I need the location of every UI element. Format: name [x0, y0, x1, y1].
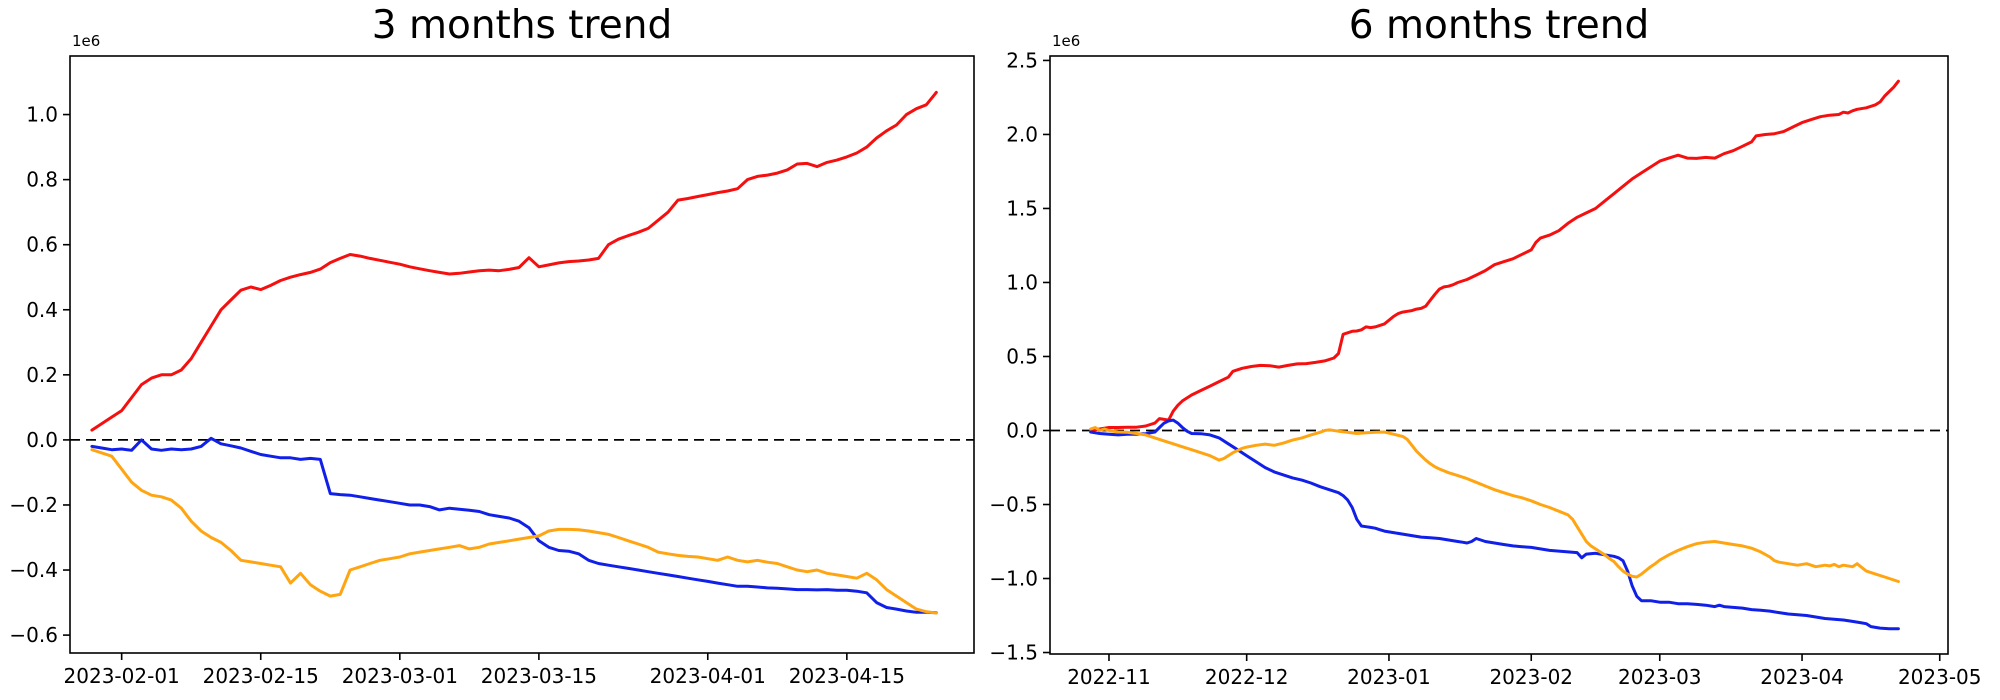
x-tick-label: 2023-03 [1618, 665, 1702, 689]
axes-spines [1049, 55, 1949, 655]
series-orange-cumulative-line [1089, 426, 1900, 583]
axes-spines [69, 55, 975, 654]
y-tick-label: 0.0 [26, 428, 58, 452]
axis-offset-label-1e6: 1e6 [1052, 32, 1080, 50]
x-tick-label: 2022-11 [1067, 665, 1151, 689]
x-tick-label: 2022-12 [1205, 665, 1289, 689]
x-tick-label: 2023-04-01 [650, 664, 766, 688]
series-orange-cumulative-line [90, 448, 938, 615]
y-tick-label: 0.0 [1006, 418, 1038, 442]
y-tick-label: −0.5 [989, 493, 1038, 517]
x-tick-label: 2023-03-15 [481, 664, 597, 688]
series-blue-cumulative-line [90, 436, 938, 615]
chart-title-6-months-trend: 6 months trend [1348, 3, 1650, 48]
series-red-cumulative-line [90, 90, 938, 432]
x-tick-label: 2023-04 [1760, 665, 1844, 689]
y-tick-label: 2.0 [1006, 122, 1038, 146]
series-red-cumulative-line [1089, 79, 1900, 432]
y-tick-label: −0.6 [9, 623, 58, 647]
y-tick-label: 0.6 [26, 233, 58, 257]
series-blue-cumulative-line [1089, 418, 1900, 631]
chart-0: 1.0 0.8 0.6 0.4 0.2 0.0 −0.2 −0.4 −0.62023-02-01… [9, 32, 975, 688]
y-tick-label: −1.5 [989, 641, 1038, 665]
axis-offset-label-1e6: 1e6 [72, 32, 100, 50]
y-tick-label: 0.4 [26, 298, 58, 322]
y-tick-label: −0.2 [9, 493, 58, 517]
chart-title-3-months-trend: 3 months trend [371, 3, 673, 48]
y-tick-label: 2.5 [1006, 48, 1038, 72]
x-tick-label: 2023-02-15 [203, 664, 319, 688]
y-tick-label: 1.0 [1006, 270, 1038, 294]
x-tick-label: 2023-02-01 [64, 664, 180, 688]
chart-1: 2.5 2.0 1.5 1.0 0.5 0.0 −0.5 −1.0 −1.5 2022-11 202… [989, 32, 1981, 689]
x-tick-label: 2023-02 [1489, 665, 1573, 689]
x-tick-label: 2023-04-15 [789, 664, 905, 688]
y-tick-label: 1.0 [26, 103, 58, 127]
y-tick-label: −0.4 [9, 558, 58, 582]
y-tick-label: −1.0 [989, 567, 1038, 591]
x-tick-label: 2023-05 [1898, 665, 1982, 689]
y-tick-label: 0.5 [1006, 344, 1038, 368]
y-tick-label: 0.8 [26, 168, 58, 192]
x-tick-label: 2023-03-01 [342, 664, 458, 688]
x-tick-label: 2023-01 [1347, 665, 1431, 689]
y-tick-label: 1.5 [1006, 196, 1038, 220]
y-tick-label: 0.2 [26, 363, 58, 387]
